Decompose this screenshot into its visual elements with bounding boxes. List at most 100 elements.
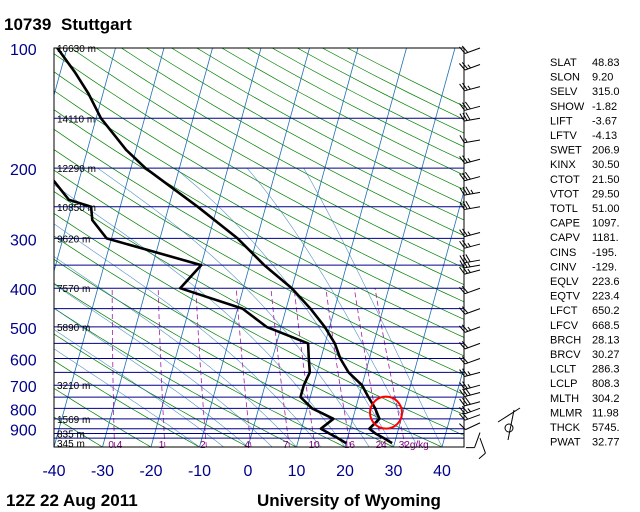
barb-flag [459, 398, 465, 407]
height-labels: 16630 m 14110 m 12290 m 10850 m 9620 m 7570 m… [57, 44, 96, 450]
pressure-tick-6: 700 [10, 379, 37, 396]
mixing-label-6: 16 [344, 440, 356, 451]
barb-flag [459, 382, 465, 390]
barb-flag [459, 113, 465, 122]
barb-flag [465, 254, 471, 263]
wind-barb-4 [459, 112, 481, 122]
barb-staff [464, 326, 481, 333]
wind-barbs [459, 45, 486, 460]
index-key-lfcv: LFCV [550, 320, 579, 332]
height-label-1: 14110 m [57, 114, 95, 125]
index-key-capv: CAPV [550, 232, 581, 244]
dry-adiabat-220 [271, 48, 464, 148]
isotherm--50 [54, 48, 116, 273]
index-key-pwat: PWAT [550, 437, 581, 449]
index-key-cins: CINS [550, 247, 576, 259]
barb-staff [464, 64, 481, 71]
hodo-axis-b [507, 409, 515, 441]
dry-adiabat-10 [54, 307, 297, 447]
index-value-selv: 315.0 [592, 86, 620, 98]
barb-flag [462, 201, 468, 210]
pressure-tick-4: 500 [10, 321, 37, 338]
index-key-show: SHOW [550, 101, 585, 113]
pressure-tick-2: 300 [10, 232, 37, 249]
index-key-kinx: KINX [550, 159, 576, 171]
index-key-brch: BRCH [550, 334, 581, 346]
index-value-swet: 206.9 [592, 145, 620, 157]
barb-flag [462, 368, 468, 377]
height-label-4: 9620 m [57, 234, 90, 245]
mixing-label-7: 24 [376, 440, 388, 451]
mixing-label-3: 4 [245, 440, 251, 451]
temp-tick-0: -40 [42, 463, 65, 480]
index-key-slat: SLAT [550, 57, 577, 69]
moist-adiabat-10 [54, 256, 297, 447]
isotherm-20 [344, 48, 456, 447]
index-value-mlth: 304.2 [592, 393, 620, 405]
barb-flag [462, 82, 468, 91]
index-key-thck: THCK [550, 422, 581, 434]
barb-flag [459, 406, 466, 415]
wind-barb-18 [459, 341, 481, 350]
sounding-profiles [54, 48, 393, 445]
barb-flag [459, 63, 466, 71]
wind-barb-8 [459, 186, 481, 196]
barb-staff [479, 437, 486, 454]
index-value-capv: 1181. [592, 232, 619, 244]
dry-adiabat-120 [54, 71, 464, 303]
barb-staff [464, 308, 481, 315]
temp-tick-3: -10 [188, 463, 211, 480]
barb-flag [459, 173, 465, 181]
height-label-2: 12290 m [57, 164, 96, 175]
index-value-lift: -3.67 [592, 115, 617, 127]
barb-flag [464, 101, 471, 110]
barb-flag [461, 412, 469, 420]
station-id: 10739 [4, 15, 51, 34]
moist-adiabat-25 [97, 167, 370, 447]
data-source: University of Wyoming [257, 491, 441, 510]
index-value-lclp: 808.3 [592, 378, 620, 390]
index-value-lftv: -4.13 [592, 130, 617, 142]
index-value-lfcv: 668.5 [592, 320, 620, 332]
isotherm--10 [199, 48, 310, 447]
barb-flag [464, 171, 471, 180]
station-name: Stuttgart [61, 15, 132, 34]
barb-flag [459, 286, 466, 295]
isotherm-0 [247, 48, 359, 447]
barb-flag [459, 135, 465, 143]
wind-barb-16 [459, 306, 481, 315]
wind-barb-1 [459, 62, 481, 71]
height-label-5: 7570 m [57, 284, 90, 295]
barb-flag [459, 187, 465, 196]
barb-half [467, 85, 471, 90]
isotherm--30 [102, 48, 213, 447]
plot-frame [53, 47, 465, 448]
wind-barb-11 [459, 240, 481, 249]
mixing-line-1 [157, 288, 166, 447]
barb-half [467, 408, 471, 413]
wind-barb-19 [459, 356, 481, 365]
barb-flag [459, 240, 465, 249]
barb-flag [462, 112, 468, 121]
barb-flag [459, 357, 466, 365]
barb-flag [464, 387, 471, 396]
pressure-tick-8: 900 [10, 423, 37, 440]
barb-flag [462, 388, 468, 397]
barb-flag [461, 45, 469, 53]
wind-barb-3 [459, 101, 481, 111]
wind-barb-10 [459, 228, 481, 238]
wind-barb-13 [459, 259, 481, 269]
barb-flag [459, 423, 466, 430]
barb-half [467, 231, 471, 236]
barb-staff [464, 407, 481, 415]
isotherms [54, 48, 464, 447]
height-label-3: 10850 m [57, 203, 96, 214]
isotherm--40 [54, 48, 165, 447]
index-key-swet: SWET [550, 145, 582, 157]
mixing-label-4: 7 [283, 440, 289, 451]
wind-barb-20 [459, 368, 481, 377]
barb-flag [459, 201, 465, 210]
barb-flag [462, 381, 468, 389]
barb-flag [461, 306, 469, 314]
